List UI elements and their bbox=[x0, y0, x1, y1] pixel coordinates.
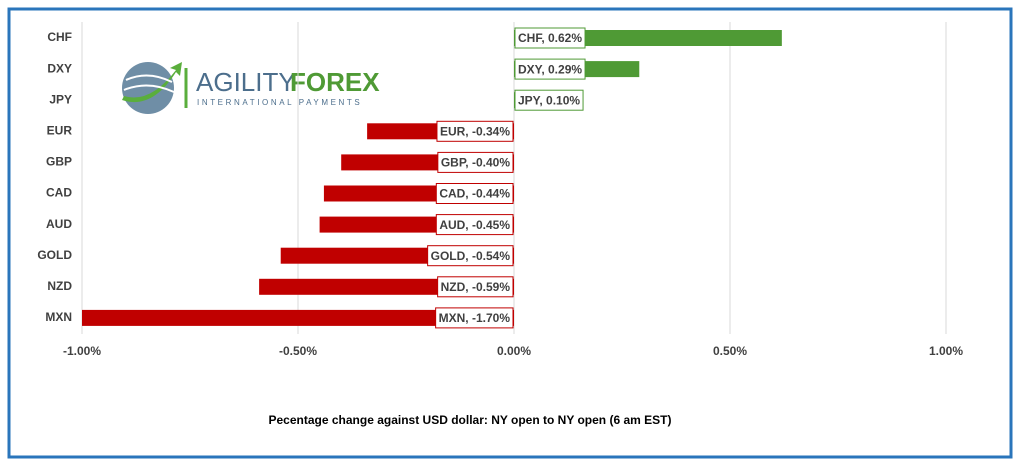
logo-swoosh bbox=[122, 62, 182, 103]
y-tick-label: GOLD bbox=[37, 248, 72, 262]
data-label: JPY, 0.10% bbox=[514, 89, 584, 111]
data-labels: CHF, 0.62% DXY, 0.29% JPY, 0.10% EUR, -0.34… bbox=[427, 27, 586, 329]
data-label: MXN, -1.70% bbox=[435, 307, 514, 329]
frame bbox=[7, 7, 1013, 459]
data-label-text: GOLD, -0.54% bbox=[431, 249, 511, 263]
logo-name: FOREX bbox=[290, 67, 380, 97]
data-label-box bbox=[436, 120, 514, 142]
data-label: GOLD, -0.54% bbox=[427, 245, 514, 267]
y-tick-label: CAD bbox=[46, 186, 72, 200]
y-tick-label: JPY bbox=[49, 92, 72, 106]
y-tick-label: DXY bbox=[47, 61, 72, 75]
data-label: DXY, 0.29% bbox=[514, 58, 586, 80]
y-tick-label: MXN bbox=[45, 310, 72, 324]
data-label-box bbox=[427, 245, 514, 267]
x-tick-label: -0.50% bbox=[279, 344, 317, 358]
data-label: AUD, -0.45% bbox=[435, 214, 514, 236]
data-label-text: MXN, -1.70% bbox=[439, 311, 511, 325]
data-label-box bbox=[435, 307, 514, 329]
y-tick-label: CHF bbox=[47, 30, 72, 44]
bar bbox=[82, 309, 515, 326]
logo-tagline: INTERNATIONAL PAYMENTS bbox=[197, 98, 362, 107]
data-label-text: NZD, -0.59% bbox=[441, 280, 511, 294]
data-label-box bbox=[514, 89, 584, 111]
x-tick-label: 1.00% bbox=[929, 344, 963, 358]
data-label-box bbox=[435, 183, 514, 204]
x-tick-label: 0.50% bbox=[713, 344, 747, 358]
data-label-text: CHF, 0.62% bbox=[518, 31, 582, 45]
data-label: EUR, -0.34% bbox=[436, 120, 514, 142]
grid bbox=[81, 22, 947, 334]
x-axis-title: Pecentage change against USD dollar: NY … bbox=[269, 413, 672, 427]
x-tick-label: 0.00% bbox=[497, 344, 531, 358]
logo-name: AGILITY bbox=[196, 67, 296, 97]
data-label-text: AUD, -0.45% bbox=[439, 218, 510, 232]
data-label-text: JPY, 0.10% bbox=[518, 93, 580, 107]
data-label-box bbox=[437, 276, 514, 298]
data-label-box bbox=[514, 58, 586, 80]
data-label-text: EUR, -0.34% bbox=[440, 124, 510, 138]
data-label-box bbox=[435, 214, 514, 236]
data-label: CAD, -0.44% bbox=[435, 183, 514, 204]
data-label: GBP, -0.40% bbox=[437, 151, 514, 173]
data-label: NZD, -0.59% bbox=[437, 276, 514, 298]
data-label-text: GBP, -0.40% bbox=[441, 156, 510, 170]
y-tick-label: EUR bbox=[47, 123, 73, 137]
x-tick-label: -1.00% bbox=[63, 344, 101, 358]
logo: AGILITY FOREX INTERNATIONAL PAYMENTS bbox=[122, 62, 380, 114]
data-label-box bbox=[437, 151, 514, 173]
data-label: CHF, 0.62% bbox=[514, 27, 586, 49]
bars bbox=[82, 30, 782, 326]
y-tick-label: AUD bbox=[46, 217, 72, 231]
data-label-text: DXY, 0.29% bbox=[518, 62, 582, 76]
y-tick-label: NZD bbox=[47, 279, 72, 293]
data-label-box bbox=[514, 27, 586, 49]
data-label-text: CAD, -0.44% bbox=[439, 187, 510, 201]
y-tick-label: GBP bbox=[46, 155, 72, 169]
